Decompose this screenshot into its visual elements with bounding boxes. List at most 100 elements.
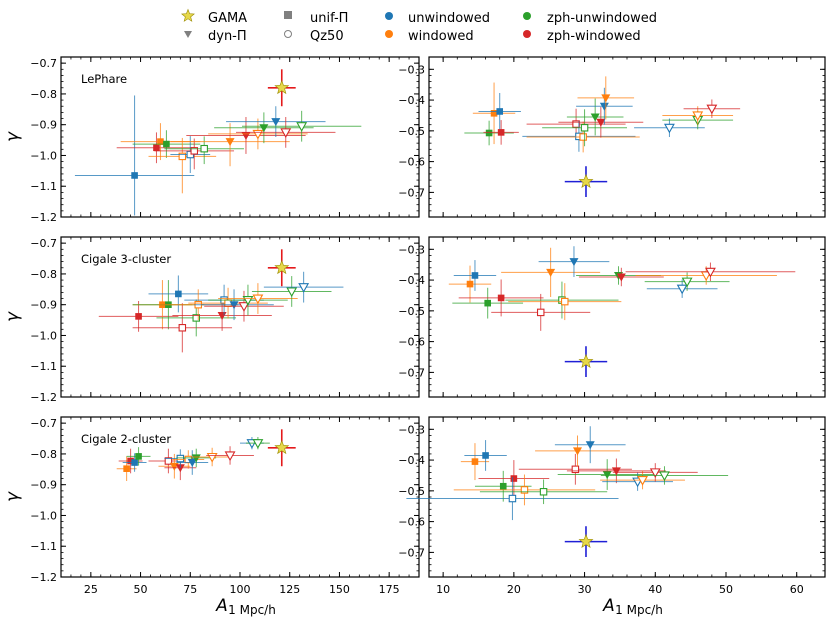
data-point-unwindowed-tri xyxy=(554,426,626,464)
legend-windowed: windowed xyxy=(385,29,474,44)
data-point-windowed-sq xyxy=(472,82,516,145)
marker-open-triangle xyxy=(238,302,250,312)
panel-title: Cigale 2-cluster xyxy=(81,432,171,446)
marker-open-triangle xyxy=(637,476,648,486)
data-point-zph-windowed-otri xyxy=(612,463,698,482)
y-tick-label: −1.2 xyxy=(30,571,57,584)
y-tick-label: −1.1 xyxy=(30,360,57,373)
marker-open-triangle xyxy=(649,468,661,479)
data-point-zph-unwindowed-sq xyxy=(126,447,151,466)
panel-mid-left: −0.7 −0.8 −0.9 −1.0 −1.1 −1.2 Cigale 3-cluster… xyxy=(3,236,420,404)
data-point-zph-unwindowed-tri xyxy=(176,448,217,468)
data-point-zph-windowed-otri xyxy=(683,99,741,118)
axes-frame xyxy=(428,236,826,398)
y-tick-label: −0.8 xyxy=(30,448,57,461)
y-tick-label: −0.7 xyxy=(398,366,425,379)
panel-mid-right: −0.3 −0.4 −0.5 −0.6 −0.7 xyxy=(398,236,826,398)
marker-open-square xyxy=(224,299,232,307)
gama-point xyxy=(564,526,608,557)
y-tick-label: −0.6 xyxy=(398,336,425,349)
data-point-windowed-otri xyxy=(600,470,685,490)
marker-square xyxy=(153,144,160,152)
legend-dyn: dyn-Π xyxy=(184,29,247,44)
data-point-unwindowed-otri xyxy=(263,271,344,303)
marker-square xyxy=(471,458,479,465)
data-point-windowed-otri xyxy=(218,283,298,314)
gama-point xyxy=(267,429,296,467)
data-point-windowed-tri xyxy=(535,435,620,467)
gama-point xyxy=(267,249,296,287)
data-point-zph-unwindowed-osq xyxy=(479,479,608,505)
y-tick-label: −0.6 xyxy=(398,516,425,529)
data-point-zph-unwindowed-tri xyxy=(566,98,624,136)
legend-square-icon xyxy=(284,11,292,19)
y-tick-label: −0.4 xyxy=(398,274,425,287)
panel-title: LePhare xyxy=(81,72,127,86)
data-point-zph-unwindowed-sq xyxy=(452,287,524,319)
marker-open-square xyxy=(539,488,548,496)
x-tick-label: 30 xyxy=(578,583,592,596)
marker-square xyxy=(157,138,164,145)
legend: GAMA unif-Π unwindowed zph-unwindowed dy… xyxy=(181,8,657,44)
marker-open-square xyxy=(536,308,545,317)
panel-top-left: −0.7 −0.8 −0.9 −1.0 −1.1 −1.2 LePhare γ xyxy=(3,56,420,224)
y-tick-label: −0.3 xyxy=(398,63,425,76)
marker-square xyxy=(163,140,170,148)
data-point-zph-windowed-sq xyxy=(483,120,519,145)
marker-square xyxy=(484,299,491,307)
data-point-windowed-osq xyxy=(148,137,217,194)
x-tick-label: 40 xyxy=(648,583,662,596)
data-point-zph-unwindowed-otri xyxy=(600,466,729,485)
data-point-zph-windowed-osq xyxy=(132,303,233,353)
data-point-unwindowed-sq xyxy=(74,95,195,216)
x-axis-label: A xyxy=(602,596,615,616)
marker-triangle xyxy=(573,447,582,456)
x-axis-label: A xyxy=(215,596,228,616)
gama-star-icon xyxy=(274,259,290,275)
panels: −0.7 −0.8 −0.9 −1.0 −1.1 −1.2 LePhare γ −0.3 −0.4… xyxy=(3,56,826,617)
marker-triangle xyxy=(191,454,201,463)
panel-title: Cigale 3-cluster xyxy=(81,252,171,266)
marker-open-square xyxy=(164,457,173,465)
marker-open-square xyxy=(192,314,200,322)
data-point-unwindowed-tri xyxy=(176,450,209,475)
data-point-windowed-osq xyxy=(508,283,622,321)
data-point-zph-unwindowed-sq xyxy=(132,130,201,158)
data-point-zph-windowed-otri xyxy=(206,446,254,465)
data-point-zph-unwindowed-sq xyxy=(464,120,514,146)
marker-square xyxy=(131,172,138,179)
marker-square xyxy=(471,272,479,279)
marker-open-triangle xyxy=(681,277,693,288)
y-tick-label: −0.8 xyxy=(30,88,57,101)
marker-open-triangle xyxy=(280,128,292,139)
data-point-zph-unwindowed-otri xyxy=(251,276,332,307)
marker-open-square xyxy=(520,486,529,494)
marker-open-square xyxy=(571,465,580,474)
y-tick-label: −0.5 xyxy=(398,305,425,318)
marker-open-triangle xyxy=(659,471,670,482)
marker-square xyxy=(135,313,142,320)
data-point-unwindowed-sq xyxy=(478,93,521,130)
x-tick-label: 175 xyxy=(379,583,400,596)
y-tick-label: −0.5 xyxy=(398,125,425,138)
panel-bottom-left: 25 50 75 100 125 150 175 −0.7 −0.8 −0.9 −1.0 −1.1 −1… xyxy=(3,416,420,617)
data-point-windowed-otri xyxy=(662,106,734,125)
marker-square xyxy=(466,280,474,288)
marker-triangle xyxy=(585,441,595,450)
y-tick-label: −0.7 xyxy=(30,57,57,70)
x-axis-label-subscript: 1 Mpc/h xyxy=(228,603,276,617)
marker-open-square xyxy=(178,152,187,161)
data-point-windowed-sq xyxy=(116,456,137,481)
legend-dot-icon xyxy=(523,12,531,20)
data-point-unwindowed-sq xyxy=(453,260,497,291)
gama-star-icon xyxy=(274,439,290,455)
x-tick-label: 75 xyxy=(183,583,197,596)
marker-open-square xyxy=(580,124,589,132)
x-tick-label: 25 xyxy=(84,583,98,596)
marker-open-square xyxy=(178,324,187,332)
y-tick-label: −0.4 xyxy=(398,454,425,467)
data-point-unwindowed-osq xyxy=(522,121,636,152)
data-point-zph-windowed-otri xyxy=(625,262,796,281)
data-point-zph-windowed-sq xyxy=(478,460,550,497)
